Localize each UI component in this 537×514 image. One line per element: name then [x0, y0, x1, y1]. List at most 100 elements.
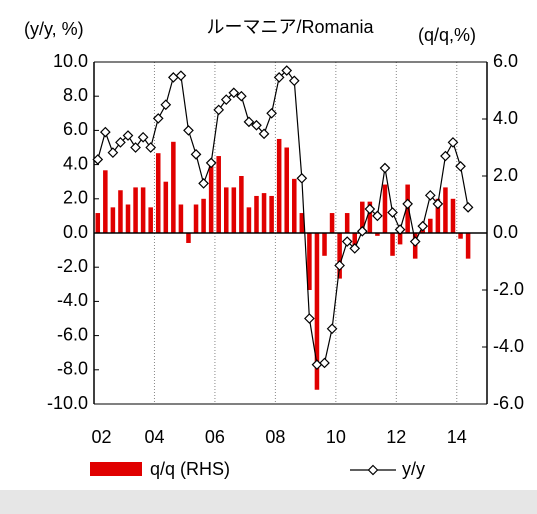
- marker: [115, 137, 126, 148]
- bar: [337, 233, 342, 279]
- bar: [314, 233, 320, 390]
- marker: [92, 154, 104, 165]
- marker: [424, 190, 436, 201]
- bar: [148, 207, 153, 233]
- y2-tick-label: 6.0: [493, 51, 518, 71]
- marker: [266, 107, 277, 119]
- bar: [133, 187, 138, 233]
- marker: [447, 137, 459, 148]
- bar: [103, 170, 108, 233]
- footer-strip: [0, 490, 537, 514]
- marker: [296, 172, 308, 184]
- marker: [205, 157, 217, 169]
- marker: [372, 210, 383, 222]
- marker: [387, 207, 398, 218]
- bar: [193, 204, 199, 233]
- marker: [455, 160, 466, 172]
- bar: [352, 233, 358, 251]
- y-tick-label: -4.0: [57, 290, 88, 310]
- marker: [251, 119, 262, 131]
- marker: [432, 198, 444, 210]
- bar: [186, 233, 191, 243]
- marker: [326, 323, 338, 335]
- legend-marker: [367, 464, 379, 476]
- x-tick-label: 06: [205, 427, 225, 447]
- marker: [190, 148, 202, 160]
- marker: [364, 203, 376, 215]
- line: [97, 69, 469, 366]
- bar: [178, 204, 184, 233]
- legend-swatch: [90, 462, 142, 476]
- bar: [307, 233, 312, 290]
- marker: [341, 236, 353, 247]
- marker: [258, 128, 270, 140]
- marker: [137, 131, 149, 143]
- marker: [462, 202, 474, 213]
- bar: [292, 178, 297, 233]
- bar: [239, 176, 244, 233]
- y2-tick-label: -4.0: [493, 336, 524, 356]
- legend-label: q/q (RHS): [150, 459, 230, 479]
- bar: [118, 190, 123, 233]
- bar: [269, 195, 274, 233]
- bar: [261, 193, 267, 233]
- x-tick-label: 02: [92, 427, 112, 447]
- bar: [390, 233, 395, 256]
- bar: [435, 198, 441, 233]
- bar: [344, 213, 350, 233]
- bar: [208, 164, 214, 233]
- x-tick-label: 14: [447, 427, 467, 447]
- y-tick-label: 2.0: [63, 188, 88, 208]
- marker: [107, 147, 119, 158]
- bar: [163, 181, 169, 233]
- marker: [304, 313, 315, 324]
- bar: [375, 233, 380, 236]
- marker: [198, 178, 209, 189]
- y-tick-label: 6.0: [63, 119, 88, 139]
- bar: [458, 233, 463, 239]
- y-tick-label: -10.0: [47, 393, 88, 413]
- marker: [440, 150, 451, 162]
- bar: [322, 233, 327, 256]
- marker: [160, 99, 172, 111]
- bar: [329, 213, 335, 233]
- marker: [402, 198, 413, 210]
- x-tick-label: 08: [265, 427, 285, 447]
- y-tick-label: -6.0: [57, 324, 88, 344]
- bar: [110, 207, 116, 233]
- marker: [175, 70, 187, 82]
- marker: [152, 113, 164, 124]
- marker: [213, 104, 225, 116]
- y2-tick-label: -6.0: [493, 393, 524, 413]
- bar: [155, 153, 161, 233]
- bar: [140, 187, 146, 233]
- legend-label: y/y: [402, 459, 425, 479]
- bar: [216, 156, 221, 233]
- marker: [220, 94, 232, 105]
- bar: [223, 187, 229, 233]
- y2-tick-label: -2.0: [493, 279, 524, 299]
- bar: [95, 213, 101, 233]
- marker: [417, 220, 429, 232]
- marker: [379, 162, 391, 174]
- y2-axis-label: (q/q,%): [418, 25, 476, 45]
- marker: [273, 72, 285, 83]
- marker: [122, 130, 134, 141]
- bar: [367, 201, 373, 233]
- y-tick-label: 10.0: [53, 51, 88, 71]
- bar: [360, 201, 365, 233]
- marker: [183, 125, 194, 136]
- marker: [130, 142, 141, 153]
- marker: [334, 260, 345, 271]
- bar: [465, 233, 471, 259]
- marker: [311, 359, 323, 371]
- bar: [246, 207, 252, 233]
- marker: [349, 243, 361, 254]
- y2-tick-label: 4.0: [493, 108, 518, 128]
- marker: [394, 224, 406, 235]
- chart-title: ルーマニア/Romania: [206, 17, 374, 37]
- bar: [428, 218, 433, 233]
- bar: [420, 230, 426, 233]
- y-tick-label: -8.0: [57, 359, 88, 379]
